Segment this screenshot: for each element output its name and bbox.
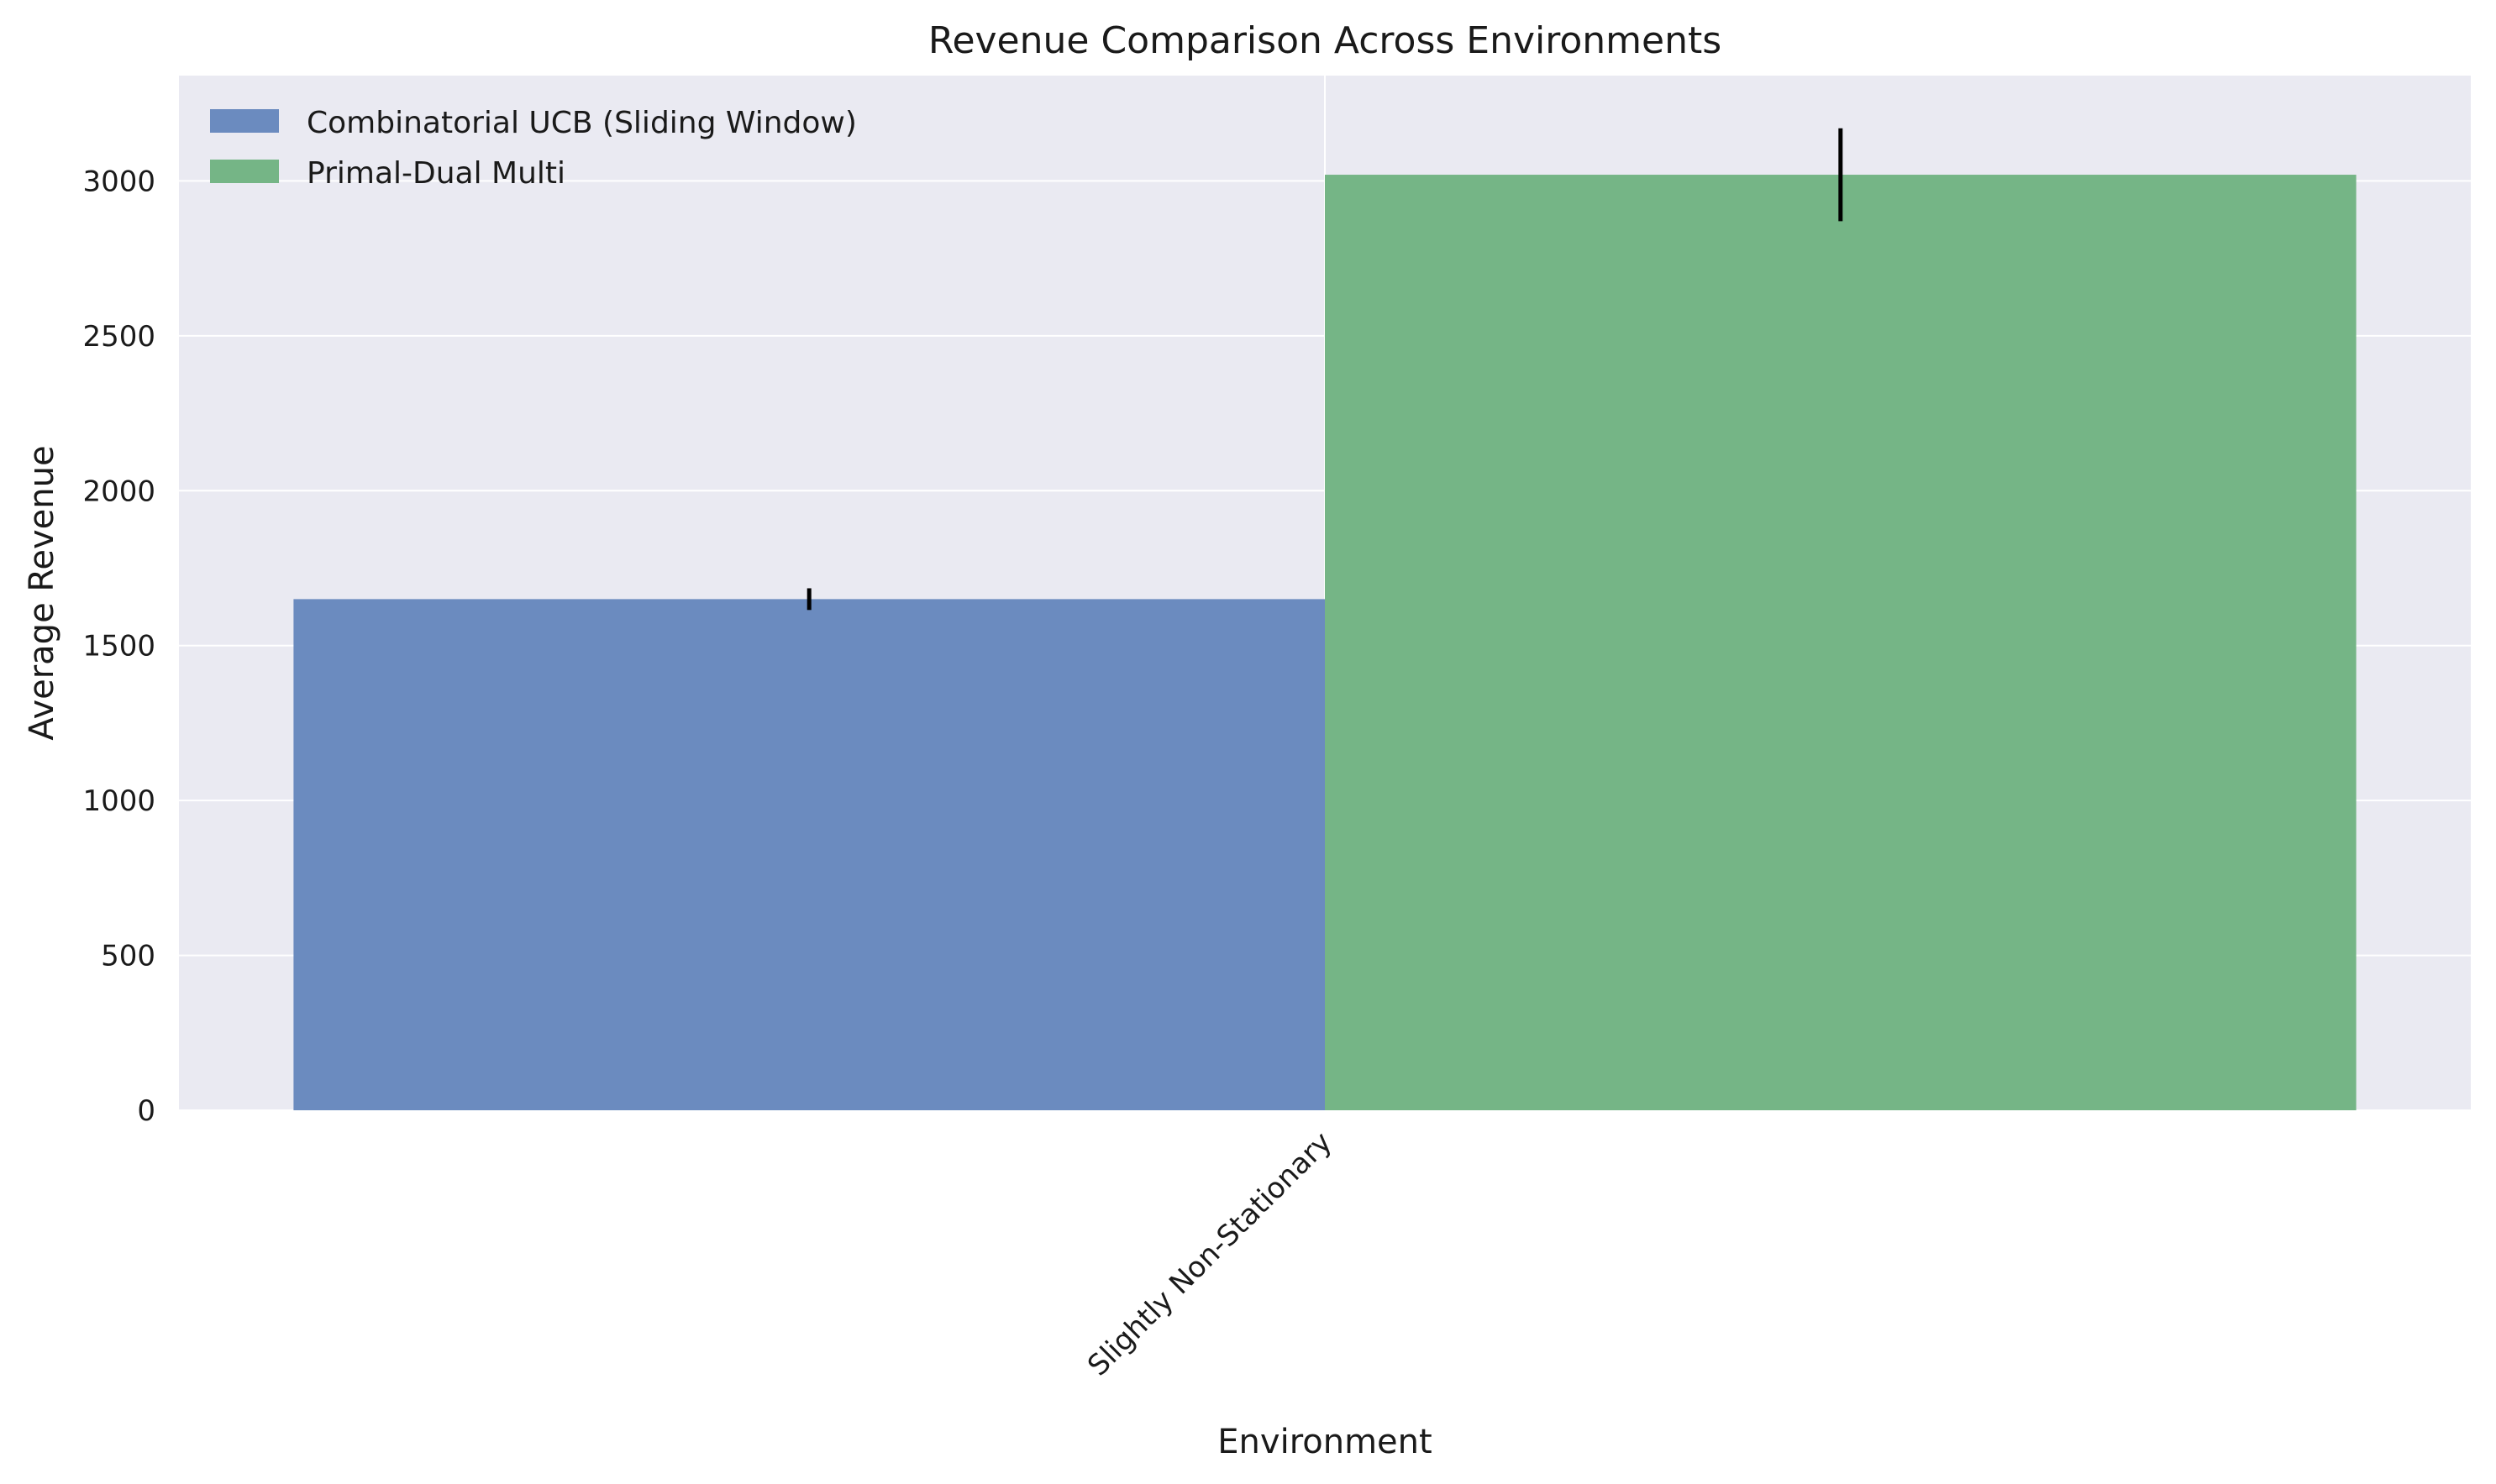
legend-swatch-combinatorial-ucb xyxy=(210,109,279,133)
y-axis-ticks: 0 500 1000 1500 2000 2500 3000 xyxy=(82,165,155,1128)
y-tick-label: 3000 xyxy=(82,165,155,198)
y-tick-label: 1500 xyxy=(82,630,155,663)
y-tick-label: 0 xyxy=(137,1094,155,1128)
y-tick-label: 500 xyxy=(101,940,155,973)
bar-1-0 xyxy=(1325,175,2357,1111)
y-tick-label: 1000 xyxy=(82,784,155,818)
x-axis-title: Environment xyxy=(1217,1423,1432,1461)
legend: Combinatorial UCB (Sliding Window) Prima… xyxy=(210,106,857,191)
bars xyxy=(293,175,2357,1111)
legend-swatch-primal-dual xyxy=(210,160,279,183)
bar-0-0 xyxy=(293,599,1325,1110)
legend-label-primal-dual: Primal-Dual Multi xyxy=(307,156,565,191)
y-axis-title: Average Revenue xyxy=(23,445,61,740)
chart-title: Revenue Comparison Across Environments xyxy=(928,19,1721,62)
y-tick-label: 2500 xyxy=(82,320,155,354)
y-tick-label: 2000 xyxy=(82,475,155,508)
legend-label-combinatorial-ucb: Combinatorial UCB (Sliding Window) xyxy=(307,106,857,140)
error-bars xyxy=(807,128,1843,611)
